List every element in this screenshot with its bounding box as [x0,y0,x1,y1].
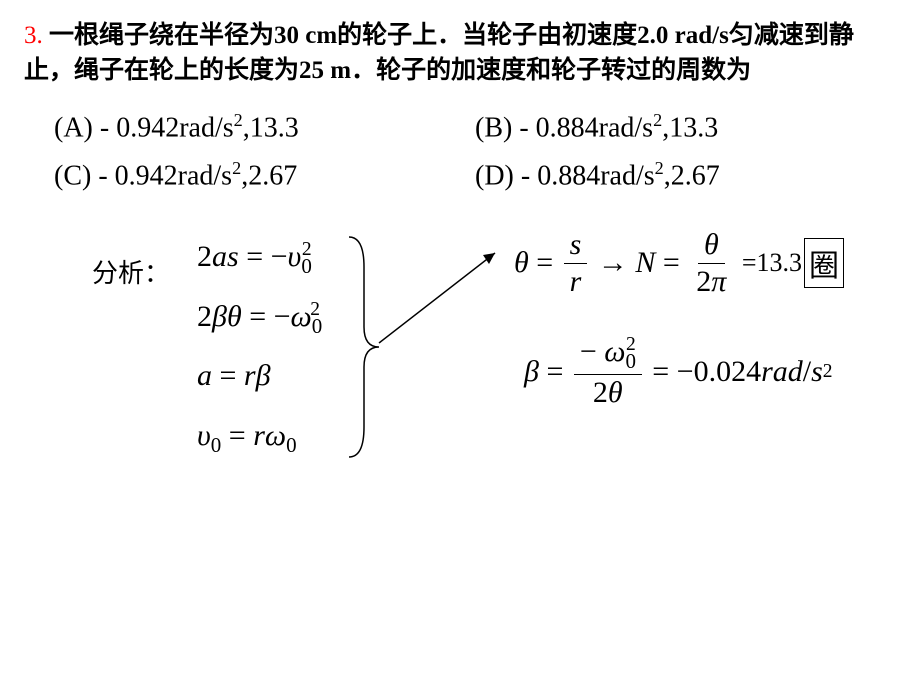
option-a-label: (A) [54,112,93,143]
eq-theta-N: θ = s r → N = θ 2π =13.3圈 [514,227,844,300]
option-d-exp: 2 [655,158,664,178]
eq-a-rbeta: a = rβ [197,359,271,393]
question-number: 3. [24,22,43,49]
analysis-label: 分析： [92,253,170,290]
boxed-circle: 圈 [804,238,844,288]
question-text: 一根绳子绕在半径为30 cm的轮子上．当轮子由初速度2.0 rad/s匀减速到静… [24,22,854,84]
option-d-tail: ,2.67 [664,161,720,192]
arrow-icon [379,247,509,347]
option-c-label: (C) [54,161,91,192]
options-row-2: (C) - 0.942rad/s2,2.67 (D) - 0.884rad/s2… [54,158,896,192]
eq-2as: 22asas = −υ02 [197,239,312,279]
option-b: (B) - 0.884rad/s2,13.3 [475,110,896,144]
option-b-tail: ,13.3 [662,112,718,143]
option-c-tail: ,2.67 [241,161,297,192]
options-block: (A) - 0.942rad/s2,13.3 (B) - 0.884rad/s2… [54,110,896,193]
eq-v0-romega0: υ0 = rω0 [197,419,297,458]
option-d-value: - 0.884rad/s [521,161,655,192]
option-a-value: - 0.942rad/s [100,112,234,143]
option-b-exp: 2 [653,110,662,130]
eq-beta-result: β = − ω02 2θ = −0.024rad / s2 [524,333,833,411]
option-a: (A) - 0.942rad/s2,13.3 [54,110,475,144]
option-c: (C) - 0.942rad/s2,2.67 [54,158,475,192]
option-a-exp: 2 [234,110,243,130]
option-b-label: (B) [475,112,512,143]
options-row-1: (A) - 0.942rad/s2,13.3 (B) - 0.884rad/s2… [54,110,896,144]
eq-2beta-theta: 2βθ = −ω02 [197,299,320,339]
option-c-exp: 2 [232,158,241,178]
option-c-value: - 0.942rad/s [98,161,232,192]
option-d-label: (D) [475,161,514,192]
brace-icon [344,237,384,457]
option-d: (D) - 0.884rad/s2,2.67 [475,158,896,192]
option-a-tail: ,13.3 [243,112,299,143]
analysis-block: 分析： 22asas = −υ02 2βθ = −ω02 a = rβ υ0 =… [24,233,896,533]
option-b-value: - 0.884rad/s [519,112,653,143]
question-block: 3. 一根绳子绕在半径为30 cm的轮子上．当轮子由初速度2.0 rad/s匀减… [24,18,896,88]
